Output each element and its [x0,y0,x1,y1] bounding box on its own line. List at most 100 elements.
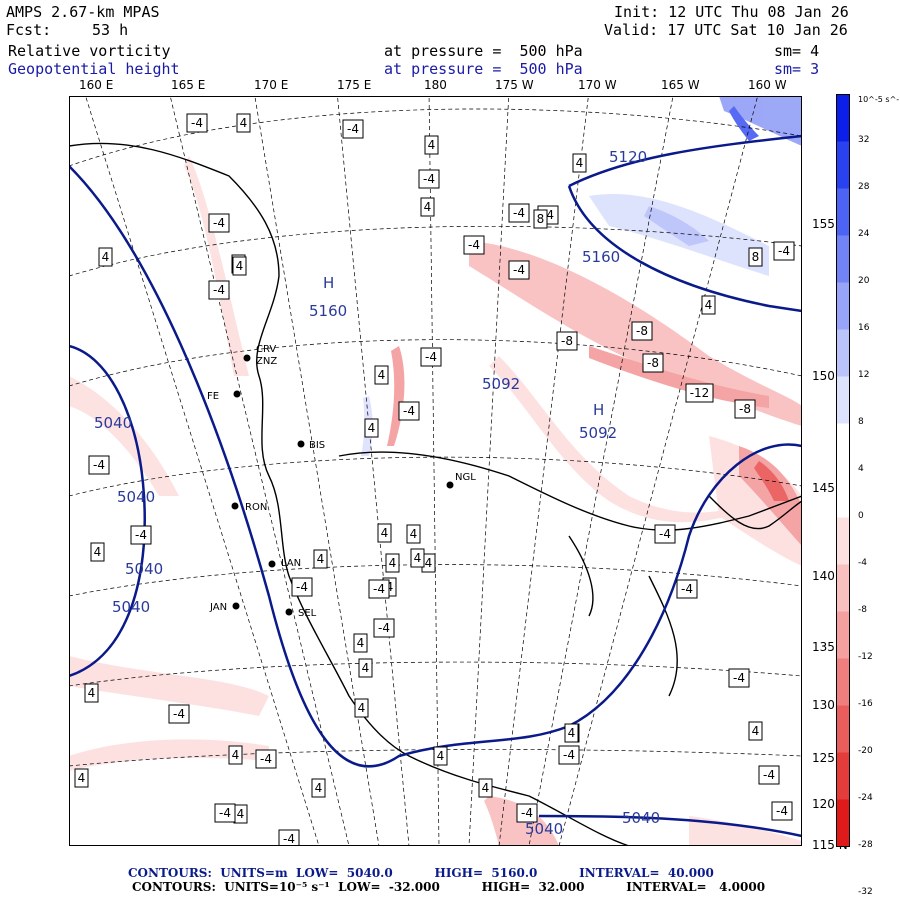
vorticity-label-box: -4 [88,455,110,475]
vorticity-label-text: -4 [283,832,295,846]
colorbar: 10^-5 s^-1 [836,94,900,847]
vorticity-label-frame [311,778,326,798]
vorticity-label-text: -12 [690,386,710,400]
vorticity-label-frame [420,347,442,367]
colorbar-cell [836,658,850,706]
vorticity-label-box: -4 [186,113,208,133]
vorticity-label-frame [358,658,373,678]
vorticity-label-text: 4 [357,636,365,650]
vorticity-label-frame [734,399,756,419]
height-label: 5040 [94,414,132,432]
vorticity-label-text: 4 [437,749,445,763]
vorticity-label-frame [398,401,420,421]
vorticity-label-box: -4 [676,579,698,599]
vorticity-label-text: 4 [78,771,86,785]
vorticity-label-text: -4 [563,748,575,762]
vorticity-label-box: -4 [373,618,395,638]
colorbar-tick-label: -28 [858,840,873,850]
vorticity-label-text: 4 [381,526,389,540]
station-dot [285,608,293,616]
graticule [69,96,802,846]
colorbar-cell [836,188,850,236]
vorticity-label-box: 4 [433,746,448,766]
lon-label: 160 E [79,78,114,92]
vorticity-label-frame [291,577,313,597]
vorticity-label-frame [433,746,448,766]
high-marker: H [593,401,604,419]
vorticity-label-frame [728,668,750,688]
vorticity-label-box: -8 [734,399,756,419]
vorticity-label-frame [186,113,208,133]
vorticity-label-text: 4 [315,781,323,795]
vorticity-label-frame [208,213,230,233]
height-label: 5120 [609,148,647,166]
vorticity-label-box: -8 [642,353,664,373]
vorticity-labels: -4 4 -4 4 4 -4 -4 4 -4 -4 8 4 -4 8 -4 -4 4 -4 4 -8 -8 -8 -12 -4… [74,113,795,846]
vorticity-label-text: 4 [88,686,96,700]
vorticity-label-frame [418,169,440,189]
station-label: BIS [309,440,325,451]
vorticity-label-frame [90,542,105,562]
vorticity-label-text: -4 [763,768,775,782]
vorticity-label-frame [478,778,493,798]
colorbar-cell [836,282,850,330]
vorticity-label-box: -4 [255,749,277,769]
vorticity-label-box: 4 [84,683,99,703]
station-dot [297,440,305,448]
height-label: 5040 [525,820,563,838]
vorticity-label-box: 4 [364,418,379,438]
lon-label: 170 E [254,78,289,92]
high-marker: H [323,274,334,292]
vorticity-label-frame [368,579,390,599]
vorticity-label-text: -4 [521,806,533,820]
vorticity-label-frame [354,698,369,718]
vorticity-label-text: -4 [296,580,308,594]
station-dot [231,502,239,510]
vorticity-label-box: 8 [533,209,548,229]
colorbar-cell [836,423,850,471]
vorticity-label-frame [748,247,763,267]
vorticity-label-text: -4 [191,116,203,130]
vorticity-label-text: 4 [482,781,490,795]
colorbar-tick-label: -8 [858,605,867,615]
vorticity-label-box: 4 [377,523,392,543]
vorticity-label-box: -8 [556,331,578,351]
vorticity-label-box: -4 [773,241,795,261]
colorbar-unit: 10^-5 s^-1 [858,95,900,104]
vorticity-label-text: -4 [173,707,185,721]
vorticity-label-frame [558,745,580,765]
colorbar-tick-label: -16 [858,699,873,709]
vorticity-label-text: -4 [659,527,671,541]
vorticity-label-text: -4 [93,458,105,472]
vorticity-label-frame [232,256,247,276]
vorticity-label-box: 4 [236,113,251,133]
vorticity-label-frame [654,524,676,544]
vorticity-label-text: -4 [681,582,693,596]
vorticity-label-box: -8 [631,321,653,341]
vorticity-label-frame [385,553,400,573]
vorticity-label-frame [564,723,579,743]
vorticity-label-box: 4 [313,549,328,569]
height-label: 5160 [582,248,620,266]
vorticity-label-frame [420,197,435,217]
field2-level: at pressure = 500 hPa [384,60,583,78]
station-dot [233,390,241,398]
vorticity-label-frame [463,235,485,255]
vorticity-label-box: -4 [291,577,313,597]
vorticity-label-frame [533,209,548,229]
vorticity-label-box: 4 [424,135,439,155]
vorticity-label-text: 4 [752,724,760,738]
height-label: 5040 [622,809,660,827]
vorticity-label-box: -4 [463,235,485,255]
vorticity-label-box: 8 [748,247,763,267]
vorticity-label-frame [508,260,530,280]
vorticity-label-frame [631,321,653,341]
map-background [69,96,802,846]
vorticity-label-box: -4 [508,260,530,280]
colorbar-tick-label: 32 [858,135,870,145]
height-label: 5092 [482,375,520,393]
vorticity-label-text: 4 [240,116,248,130]
vorticity-label-frame [130,525,152,545]
vorticity-label-frame [377,523,392,543]
field2-name: Geopotential height [8,60,180,78]
